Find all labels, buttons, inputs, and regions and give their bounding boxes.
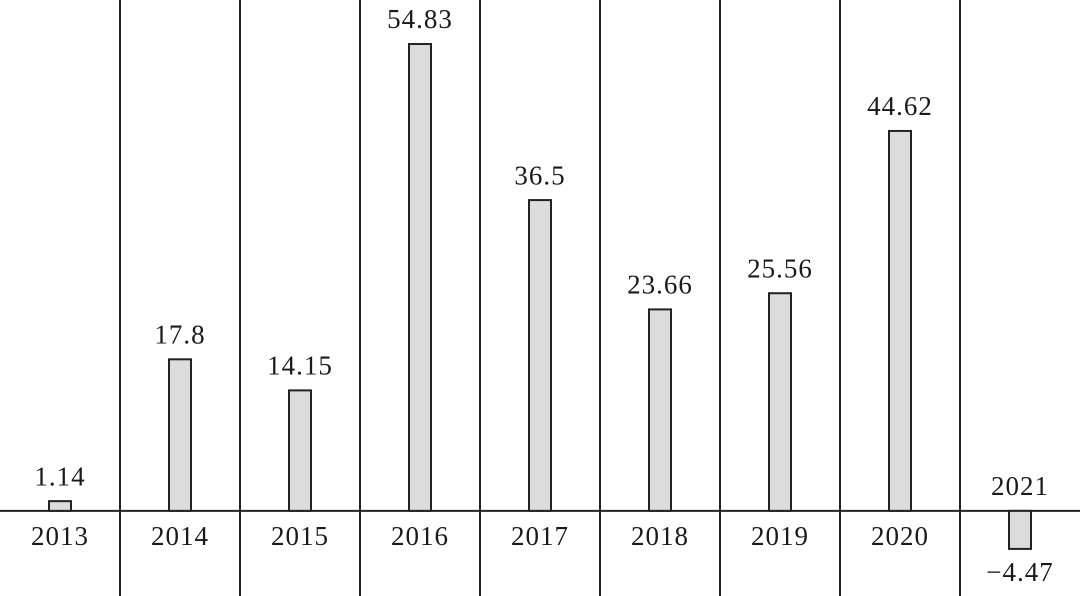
bar [888,129,912,512]
x-tick-label: 2014 [151,521,209,551]
value-label: 36.5 [514,160,565,190]
value-label: 14.15 [267,351,333,381]
bar [768,292,792,512]
bar [48,500,72,512]
value-label: 23.66 [627,270,693,300]
value-label: 17.8 [154,320,205,350]
x-tick-label: 2017 [511,521,569,551]
bar [288,389,312,512]
x-tick-label: 2013 [31,521,89,551]
x-tick-label: 2019 [751,521,809,551]
x-tick-label: 2016 [391,521,449,551]
bar [1008,509,1032,550]
value-label: 1.14 [34,461,85,491]
value-label: 25.56 [747,253,813,283]
value-label: 54.83 [387,4,453,34]
x-tick-label: 2018 [631,521,689,551]
x-tick-label: 2015 [271,521,329,551]
value-label: −4.47 [986,557,1053,587]
bar [168,358,192,512]
bar [528,199,552,512]
x-tick-label: 2020 [871,521,929,551]
bar [408,43,432,512]
x-tick-label: 2021 [991,471,1049,501]
bar [648,308,672,512]
value-label: 44.62 [867,91,933,121]
